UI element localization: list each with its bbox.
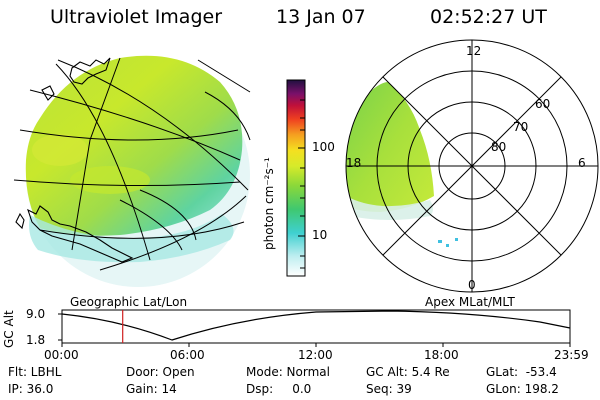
longitude-line (204, 91, 251, 141)
coastline-segment (15, 212, 25, 230)
longitude-line (55, 63, 151, 261)
info-glon: GLon: 198.2 (486, 382, 559, 396)
longitude-line (139, 189, 197, 241)
polar-aurora-edge (346, 196, 433, 220)
timeline-xtick-label: 23:59 (554, 348, 589, 362)
polar-aurora (346, 82, 434, 212)
colorbar-unit-label: photon cm⁻²s⁻¹ (262, 157, 276, 250)
instrument-title: Ultraviolet Imager (50, 6, 223, 28)
latitude-line (99, 195, 247, 271)
timeline-ylabel: GC Alt (2, 310, 16, 348)
longitude-line (197, 59, 251, 93)
latitude-line (57, 59, 249, 191)
altitude-timeline (58, 309, 571, 347)
longitude-line (119, 199, 183, 251)
polar-pixel (438, 240, 442, 243)
aurora-patch (32, 134, 88, 166)
geo-panel-caption: Geographic Lat/Lon (70, 295, 188, 309)
polar-pixel (446, 244, 449, 247)
polar-meridian-diagonal (382, 76, 562, 256)
aurora-emission (25, 55, 243, 236)
mlat-label-60: 60 (535, 97, 551, 111)
info-seq: Seq: 39 (366, 382, 412, 396)
info-gc-alt: GC Alt: 5.4 Re (366, 365, 450, 379)
timeline-xtick-label: 12:00 (298, 348, 333, 362)
colorbar-ticks (298, 99, 305, 269)
mlt-label-0: 0 (468, 278, 476, 292)
info-mode: Mode: Normal (246, 365, 330, 379)
observation-date: 13 Jan 07 (276, 6, 366, 28)
colorbar-tick-label-100: 100 (312, 140, 335, 154)
polar-grid (345, 39, 599, 293)
latitude-line (29, 89, 241, 161)
info-dsp: Dsp: 0.0 (246, 382, 312, 396)
coastline-segment (27, 205, 134, 263)
info-door: Door: Open (126, 365, 195, 379)
latitude-line (39, 221, 245, 239)
altitude-curve (61, 310, 571, 341)
timeline-frame (61, 309, 571, 344)
colorbar (286, 79, 306, 277)
coastline-segment (41, 85, 55, 101)
coastline-segment (69, 57, 111, 85)
timeline-xtick-label: 00:00 (44, 348, 79, 362)
latitude-line (19, 129, 239, 141)
info-filter: Flt: LBHL (8, 365, 62, 379)
polar-mlt-panel (345, 39, 599, 293)
mlt-label-6: 6 (578, 156, 586, 170)
polar-pixel (455, 238, 458, 241)
geographic-map-panel (13, 55, 251, 287)
timeline-ytick-label: 9.0 (26, 307, 46, 321)
timeline-xtick-label: 18:00 (424, 348, 459, 362)
colorbar-tick-label-10: 10 (312, 228, 328, 242)
mlat-label-70: 70 (513, 120, 529, 134)
mlt-label-12: 12 (466, 44, 482, 58)
coastline (15, 57, 134, 263)
longitude-line (71, 57, 121, 251)
observation-time: 02:52:27 UT (430, 6, 547, 28)
latitude-line (13, 179, 241, 187)
timeline-ytick-label: 1.8 (26, 333, 46, 347)
mlt-label-18: 18 (346, 156, 362, 170)
geo-grid (13, 57, 251, 271)
info-glat: GLat: -53.4 (486, 365, 557, 379)
mlat-label-80: 80 (491, 140, 507, 154)
info-gain: Gain: 14 (126, 382, 177, 396)
colorbar-scale (286, 79, 306, 277)
aurora-patch (70, 166, 150, 194)
info-ip: IP: 36.0 (8, 382, 54, 396)
aurora-lower-band (29, 214, 234, 263)
polar-panel-caption: Apex MLat/MLT (425, 295, 515, 309)
timeline-xtick-label: 06:00 (170, 348, 205, 362)
